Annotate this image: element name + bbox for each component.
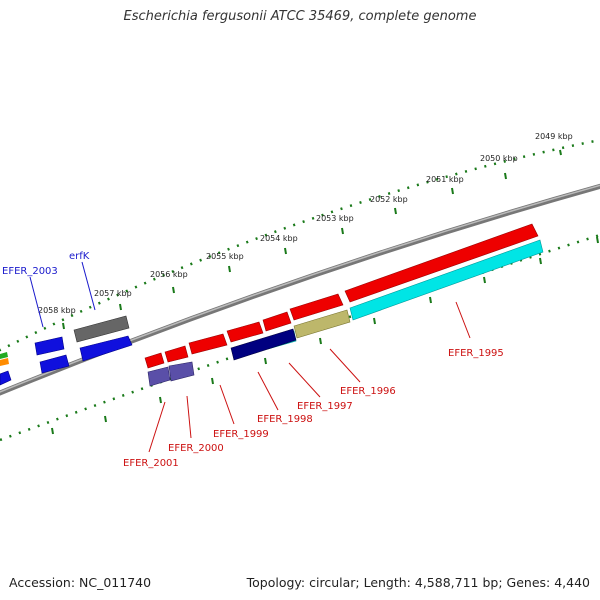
kbp-label: 2056 kbp	[150, 270, 188, 279]
gene-EFER_2003	[34, 336, 65, 356]
gene-blue-small	[39, 354, 70, 374]
reverse-genes	[147, 239, 544, 387]
gene-EFER_1997	[262, 311, 292, 332]
genome-backbone	[0, 183, 600, 396]
kbp-label: 2049 kbp	[535, 132, 573, 141]
kbp-label: 2053 kbp	[316, 214, 354, 223]
gene-EFER_1995-forward	[344, 223, 539, 303]
gene-label-EFER_2001: EFER_2001	[123, 458, 179, 469]
gene-label-EFER_2000: EFER_2000	[168, 443, 224, 454]
gene-label-EFER_1996: EFER_1996	[340, 386, 396, 397]
gene-grey	[73, 315, 130, 343]
gene-EFER_1998	[226, 321, 264, 343]
kbp-label: 2054 kbp	[260, 234, 298, 243]
gene-label-EFER_1998: EFER_1998	[257, 414, 313, 425]
gene-erfK	[79, 335, 133, 362]
gene-EFER_2001	[144, 352, 165, 369]
inner-major-ticks	[51, 236, 599, 435]
kbp-label: 2058 kbp	[38, 306, 76, 315]
gene-label-EFER_2003: EFER_2003	[2, 266, 58, 277]
gene-cyan-long	[349, 239, 544, 321]
left-genes	[0, 315, 133, 386]
kbp-label: 2050 kbp	[480, 154, 518, 163]
kbp-label: 2057 kbp	[94, 289, 132, 298]
gene-label-erfK: erfK	[69, 251, 90, 262]
forward-genes	[144, 223, 539, 369]
gene-edge-orange	[0, 358, 9, 366]
outer-major-ticks	[62, 149, 562, 330]
kbp-label: 2055 kbp	[206, 252, 244, 261]
kbp-labels: 2049 kbp 2050 kbp 2051 kbp 2052 kbp 2053…	[38, 132, 573, 315]
gene-label-EFER_1995: EFER_1995	[448, 348, 504, 359]
kbp-label: 2051 kbp	[426, 175, 464, 184]
gene-labels: EFER_2003 erfK EFER_1995 EFER_1996 EFER_…	[2, 251, 504, 469]
gene-label-EFER_1999: EFER_1999	[213, 429, 269, 440]
topology-text: Topology: circular; Length: 4,588,711 bp…	[246, 575, 590, 590]
gene-EFER_1996	[289, 293, 344, 321]
gene-label-EFER_1997: EFER_1997	[297, 401, 353, 412]
map-title: Escherichia fergusonii ATCC 35469, compl…	[123, 9, 477, 24]
gene-edge-green	[0, 352, 8, 359]
gene-khaki	[293, 309, 351, 339]
gene-EFER_1999	[188, 333, 228, 355]
gene-slate-1	[147, 366, 171, 387]
kbp-label: 2052 kbp	[370, 195, 408, 204]
accession-text: Accession: NC_011740	[9, 575, 152, 590]
gene-navy	[230, 328, 297, 361]
label-connectors	[29, 261, 471, 453]
gene-edge-blue	[0, 370, 12, 386]
gene-EFER_2000	[164, 345, 189, 363]
outer-ruler	[0, 138, 600, 352]
gene-slate-2	[168, 361, 195, 382]
